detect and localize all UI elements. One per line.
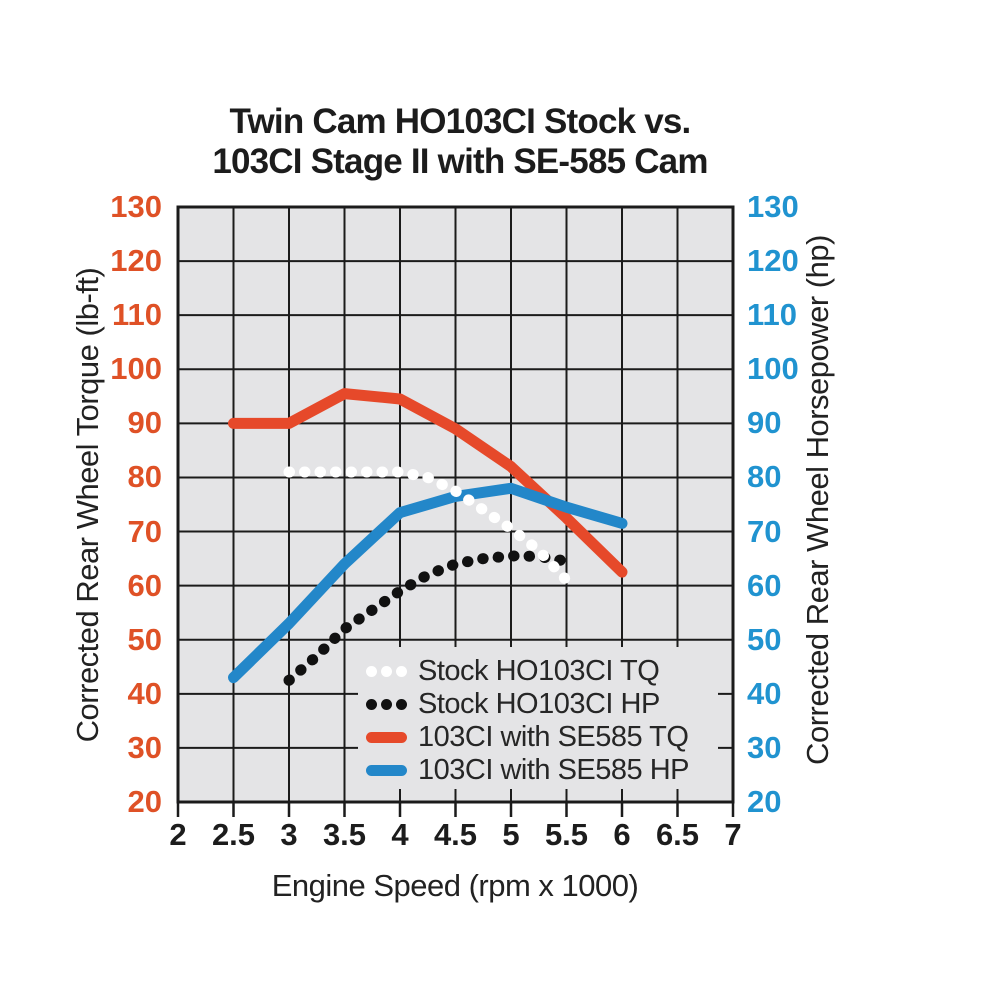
legend-item-stock-ho103ci-tq: Stock HO103CI TQ: [366, 654, 660, 688]
x-tick-5.5: 5.5: [544, 817, 589, 852]
x-axis-title: Engine Speed (rpm x 1000): [271, 868, 639, 903]
left-tick-30: 30: [127, 729, 162, 765]
x-tick-3: 3: [280, 817, 298, 852]
legend-dotted-swatch: [366, 698, 410, 710]
right-tick-100: 100: [747, 351, 799, 387]
right-tick-20: 20: [747, 784, 782, 819]
x-tick-6: 6: [613, 817, 631, 852]
legend-pill: [366, 731, 407, 743]
right-tick-80: 80: [747, 459, 782, 495]
left-tick-130: 130: [110, 189, 162, 224]
chart-title-line2: 103CI Stage II with SE-585 Cam: [212, 142, 708, 181]
right-tick-110: 110: [747, 297, 798, 333]
legend-line-swatch: [366, 731, 410, 743]
right-tick-90: 90: [747, 405, 782, 441]
legend-dot: [366, 698, 377, 710]
series-line-stock-ho103ci-hp: [283, 550, 572, 686]
left-tick-100: 100: [110, 351, 162, 387]
left-tick-70: 70: [127, 513, 162, 549]
series-line-stock-ho103ci-tq: [283, 466, 572, 586]
legend-dot: [381, 698, 392, 710]
x-tick-3.5: 3.5: [322, 817, 367, 852]
right-tick-60: 60: [747, 567, 782, 603]
left-tick-20: 20: [127, 784, 162, 819]
legend-dot: [381, 665, 392, 677]
chart-title-line1: Twin Cam HO103CI Stock vs.: [229, 102, 692, 141]
legend-label: Stock HO103CI HP: [418, 687, 660, 720]
series-line-103ci-with-se585-hp: [228, 482, 628, 684]
left-tick-40: 40: [127, 675, 162, 711]
left-tick-80: 80: [127, 459, 162, 495]
x-tick-2.5: 2.5: [211, 817, 256, 852]
right-tick-40: 40: [747, 675, 782, 711]
legend-line-swatch: [366, 764, 410, 776]
legend-item-stock-ho103ci-hp: Stock HO103CI HP: [366, 688, 660, 721]
legend-label: Stock HO103CI TQ: [418, 654, 660, 687]
left-tick-90: 90: [127, 405, 162, 441]
right-tick-70: 70: [747, 513, 782, 549]
legend-dot: [366, 665, 377, 677]
left-tick-60: 60: [127, 567, 162, 603]
legend-label: 103CI with SE585 HP: [418, 753, 689, 786]
legend-dot: [396, 698, 407, 710]
right-tick-120: 120: [747, 243, 799, 279]
legend-background: [358, 647, 718, 789]
x-tick-5: 5: [502, 817, 520, 852]
legend-label: 103CI with SE585 TQ: [418, 720, 689, 753]
legend-item-103ci-with-se585-hp: 103CI with SE585 HP: [366, 754, 689, 787]
left-tick-50: 50: [127, 621, 162, 657]
left-tick-110: 110: [111, 297, 162, 333]
plot-border: [176, 205, 735, 804]
chart-title: Twin Cam HO103CI Stock vs. 103CI Stage I…: [60, 102, 860, 182]
x-tick-2: 2: [169, 817, 187, 852]
right-tick-130: 130: [747, 189, 799, 224]
left-tick-120: 120: [110, 243, 162, 279]
legend-pill: [366, 764, 407, 776]
x-tick-4: 4: [391, 817, 409, 852]
legend-dot: [396, 665, 407, 677]
legend-item-103ci-with-se585-tq: 103CI with SE585 TQ: [366, 720, 689, 754]
right-tick-30: 30: [747, 729, 782, 765]
x-tick-4.5: 4.5: [433, 817, 478, 852]
right-tick-50: 50: [747, 621, 782, 657]
x-tick-6.5: 6.5: [655, 817, 700, 852]
x-tick-7: 7: [724, 817, 742, 852]
legend-dotted-swatch: [366, 665, 410, 677]
